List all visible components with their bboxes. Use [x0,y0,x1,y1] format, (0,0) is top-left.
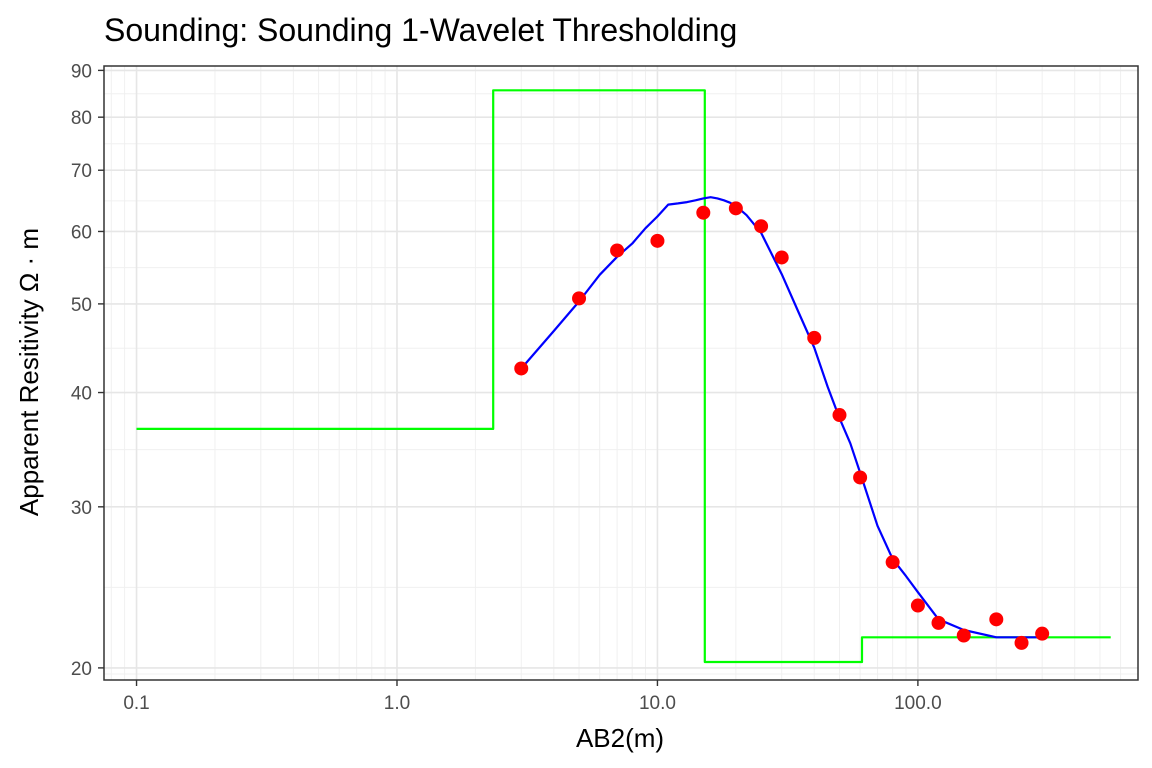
y-tick-label: 60 [71,222,92,243]
data-point [728,201,743,216]
x-axis: 0.1 1.0 10.0 100.0 [123,680,942,714]
x-tick-label: 1.0 [384,693,410,714]
y-tick-label: 30 [71,498,92,519]
grid-minor [104,66,1138,680]
data-point [754,219,769,234]
data-point [774,250,789,265]
x-axis-title: AB2(m) [576,723,664,753]
y-axis-title: Apparent Resitivity Ω · m [14,228,44,516]
chart-title: Sounding: Sounding 1-Wavelet Thresholdin… [104,12,737,48]
y-tick-label: 90 [71,61,92,82]
data-point [956,628,971,643]
data-point [1014,635,1029,650]
data-point [572,291,587,306]
data-point [514,361,529,376]
data-point [885,555,900,570]
data-point [989,612,1004,627]
y-tick-label: 20 [71,659,92,680]
data-point [807,330,822,345]
data-point [910,598,925,613]
data-point [931,615,946,630]
data-point [610,243,625,258]
x-tick-label: 100.0 [894,693,942,714]
data-point [650,233,665,248]
panel-border [103,65,1139,681]
data-point [832,408,847,423]
model-step-line [136,89,1111,664]
y-axis: 20 30 40 50 60 70 80 90 [71,61,104,680]
data-point [696,205,711,220]
x-tick-label: 0.1 [123,693,149,714]
data-point [853,470,868,485]
y-tick-label: 80 [71,108,92,129]
series-layer [136,89,1111,664]
data-point [1035,626,1050,641]
grid-major [104,66,1138,680]
y-tick-label: 40 [71,384,92,405]
y-tick-label: 70 [71,161,92,182]
y-tick-label: 50 [71,295,92,316]
x-tick-label: 10.0 [639,693,676,714]
